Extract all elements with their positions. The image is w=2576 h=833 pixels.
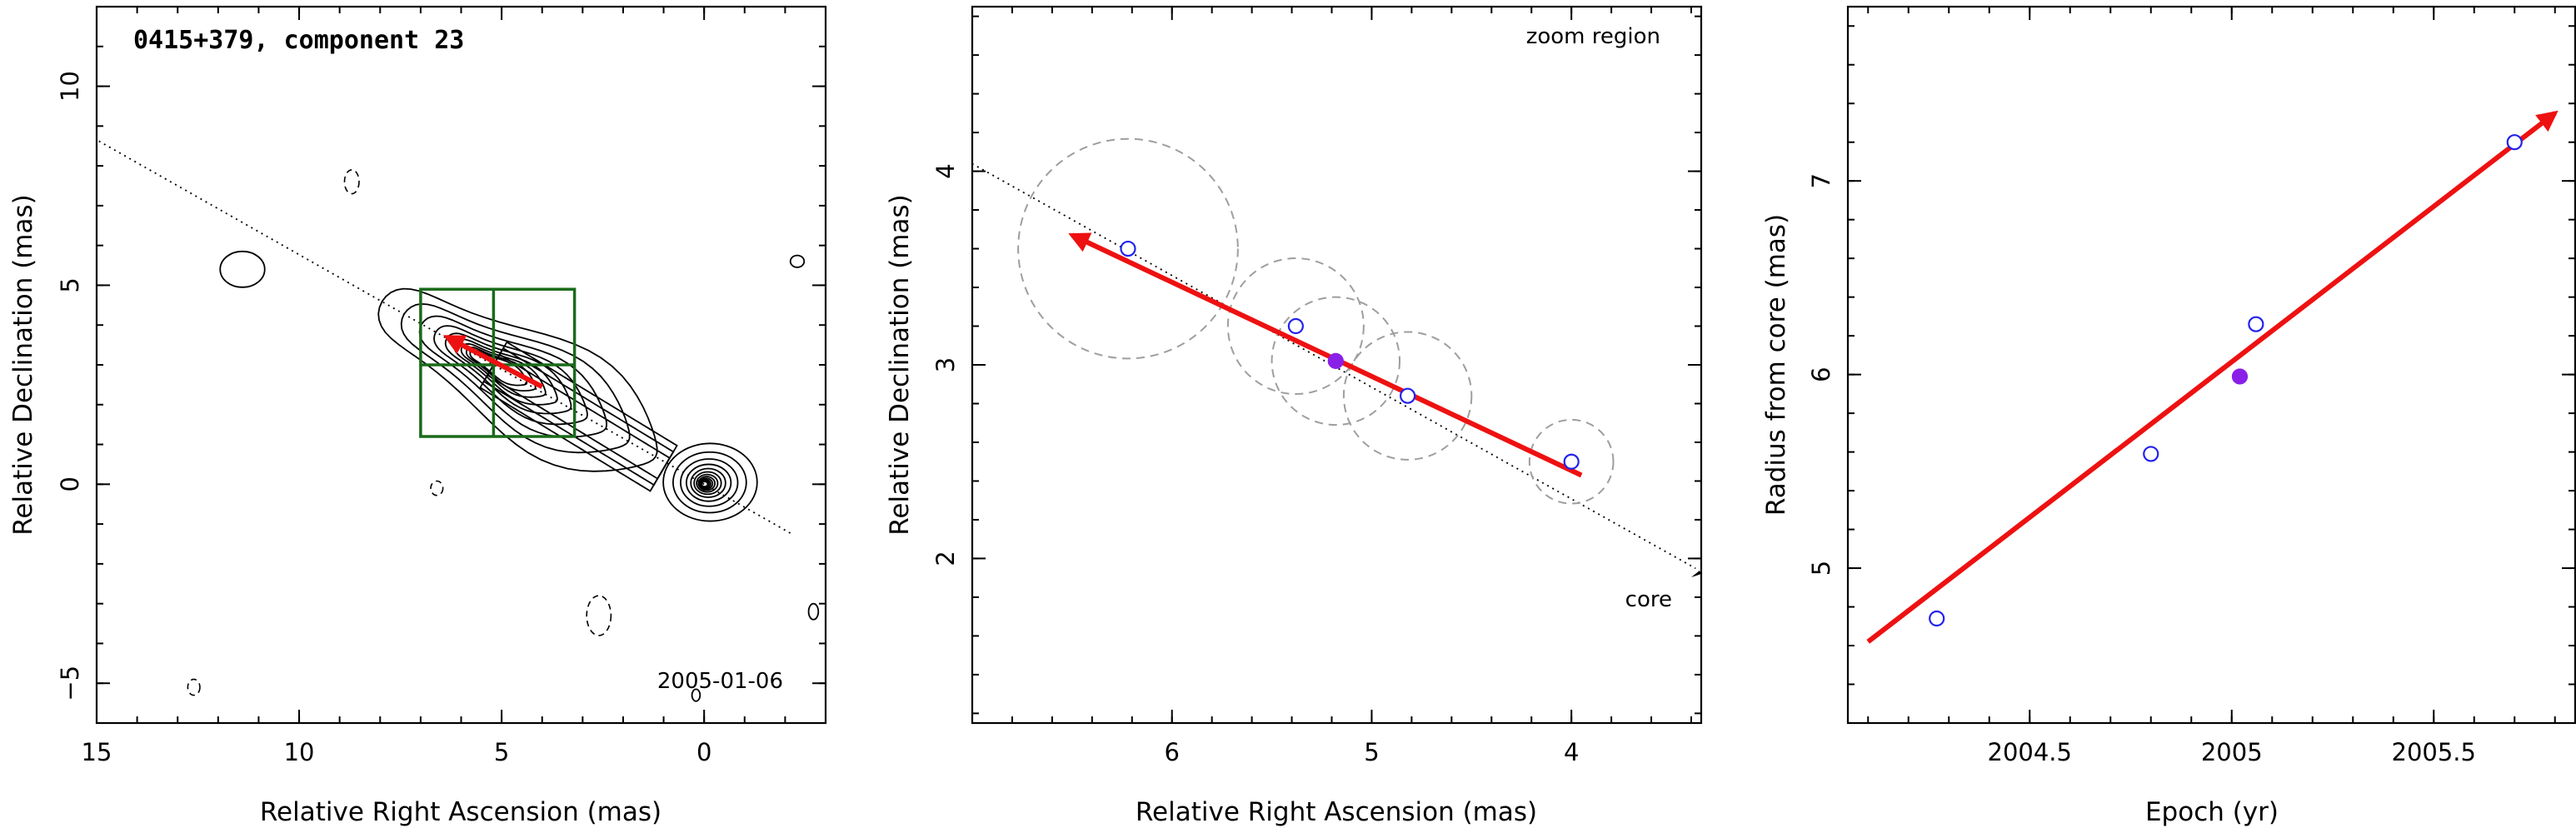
x-tick-label: 15 (82, 738, 112, 766)
x-tick-label: 4 (1564, 738, 1579, 766)
radius-points (1929, 134, 2523, 627)
panel-2-zoom: 6 5 4 2 3 4 zoom region core Relative Right A… (885, 5, 1703, 827)
core-contour (697, 476, 716, 491)
noise-contour (789, 254, 806, 268)
panel-1-plot-area (97, 138, 820, 702)
core-direction-marker (1691, 571, 1701, 577)
y-tick-label: 10 (56, 71, 84, 102)
negative-contour (586, 595, 612, 636)
current-epoch-point (1327, 352, 1344, 369)
epoch-point (2248, 316, 2264, 332)
noise-contour (807, 602, 820, 621)
panel-2-y-axis-label: Relative Declination (mas) (885, 194, 915, 536)
component-size-circle (1342, 331, 1473, 461)
y-tick-label: 4 (931, 163, 960, 178)
panel-3-plot-area (1866, 110, 2559, 644)
negative-contour (430, 480, 444, 496)
negative-contour (187, 678, 201, 696)
noise-contour (219, 250, 266, 288)
y-tick-label: 3 (931, 357, 960, 372)
panel-1-title: 0415+379, component 23 (133, 26, 464, 55)
core-contour (680, 458, 739, 507)
panel-2-ticks: 6 5 4 2 3 4 (931, 7, 1701, 766)
component-positions (1120, 240, 1580, 470)
panel-3-x-axis-label: Epoch (yr) (2145, 797, 2279, 827)
x-tick-label: 10 (284, 738, 315, 766)
panel-3-frame (1846, 5, 2576, 725)
negative-contour (343, 169, 360, 195)
motion-vector-arrow (1068, 232, 1583, 478)
panel-1-image: 15 10 5 0 −5 0 5 10 0415+379, component 23 2005… (8, 5, 827, 827)
epoch-point (1400, 387, 1416, 404)
panel-2-x-axis-label: Relative Right Ascension (mas) (1136, 797, 1537, 827)
y-tick-label: 6 (1807, 367, 1835, 382)
core-label: core (1625, 587, 1672, 612)
panel-3-ticks: 2004.5 2005 2005.5 5 6 7 (1807, 7, 2575, 766)
jet-contour (444, 332, 572, 415)
zoom-region-label: zoom region (1526, 24, 1660, 49)
x-tick-label: 6 (1164, 738, 1179, 766)
linear-fit-arrow (1866, 110, 2559, 644)
x-tick-label: 2004.5 (1988, 738, 2072, 766)
contour-map (187, 169, 820, 702)
core-contour (690, 467, 726, 498)
jet-contour (418, 315, 608, 438)
jet-contour (377, 287, 658, 472)
current-epoch-point (2231, 368, 2249, 385)
motion-vector-arrow (443, 334, 544, 389)
core-contour (693, 471, 722, 496)
epoch-point (1287, 317, 1304, 335)
epoch-point (1563, 453, 1580, 470)
core-contour (685, 463, 732, 502)
epoch-point (2506, 134, 2523, 151)
x-tick-label: 0 (696, 738, 711, 766)
noise-contour (691, 688, 701, 702)
y-tick-label: 5 (56, 277, 84, 292)
epoch-point (1929, 610, 1945, 627)
core-contour (701, 481, 709, 488)
jet-contour (400, 302, 631, 454)
jet-ridge-line (97, 138, 792, 535)
zoom-box-outline (419, 287, 577, 438)
jet-envelope-contour (479, 341, 678, 492)
core-contour (698, 477, 714, 490)
x-tick-label: 2005.5 (2392, 738, 2476, 766)
component-size-circle (1271, 296, 1401, 426)
y-tick-label: 2 (931, 551, 960, 566)
epoch-point (2143, 446, 2159, 462)
core-contour (672, 451, 747, 514)
jet-envelope-contour (486, 353, 671, 480)
component-size-circle (1017, 137, 1239, 360)
jet-ridge-line (972, 162, 1696, 570)
component-size-circle (1226, 257, 1365, 396)
x-tick-label: 2005 (2201, 738, 2263, 766)
core-contour (696, 473, 719, 493)
component-size-circles (1017, 137, 1615, 505)
y-tick-label: 7 (1807, 173, 1835, 188)
component-size-circle (1528, 418, 1615, 505)
y-tick-label: −5 (56, 666, 84, 701)
panel-1-y-axis-label: Relative Declination (mas) (8, 194, 38, 536)
panel-3-radius-vs-epoch: 2004.5 2005 2005.5 5 6 7 Epoch (yr) Radius fr… (1761, 5, 2576, 827)
panel-3-y-axis-label: Radius from core (mas) (1761, 214, 1791, 516)
panel-1-x-axis-label: Relative Right Ascension (mas) (260, 797, 661, 827)
epoch-label: 2005-01-06 (657, 669, 783, 694)
jet-contour (460, 342, 547, 398)
panel-2-plot-area (972, 137, 1696, 570)
jet-envelope-contour (482, 347, 675, 486)
x-tick-label: 5 (494, 738, 509, 766)
epoch-point (1120, 240, 1136, 257)
x-tick-label: 5 (1364, 738, 1379, 766)
y-tick-label: 0 (56, 476, 84, 491)
y-tick-label: 5 (1807, 561, 1835, 576)
core-contour (662, 442, 758, 522)
panel-1-ticks: 15 10 5 0 −5 0 5 10 (56, 6, 826, 766)
